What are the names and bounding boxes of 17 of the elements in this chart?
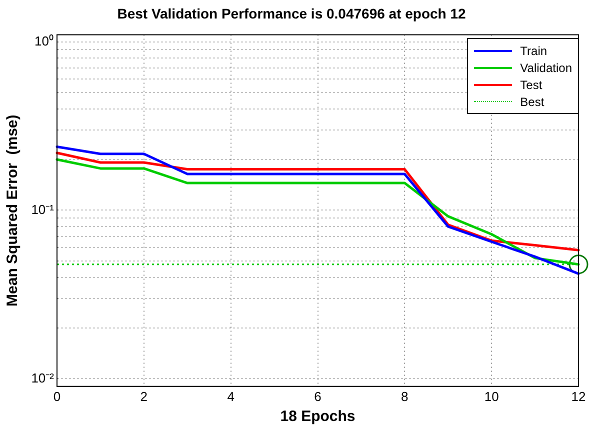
legend-label: Train xyxy=(520,44,548,58)
x-tick-label: 0 xyxy=(53,388,61,404)
y-tick-label: 10⁰ xyxy=(34,33,54,48)
x-tick-label: 6 xyxy=(314,388,322,404)
x-tick-label: 8 xyxy=(401,388,408,404)
y-tick-label: 10⁻² xyxy=(31,370,55,386)
x-tick-label: 10 xyxy=(484,388,499,404)
x-tick-label: 4 xyxy=(227,388,234,404)
x-tick-label: 12 xyxy=(571,388,586,404)
x-tick-label: 2 xyxy=(140,388,148,404)
legend-label: Best xyxy=(520,94,544,108)
legend-label: Test xyxy=(520,78,542,92)
chart-title: Best Validation Performance is 0.047696 at epoch 12 xyxy=(117,5,466,22)
x-axis-title: 18 Epochs xyxy=(280,408,356,426)
y-tick-label: 10⁻¹ xyxy=(31,202,55,217)
legend-label: Validation xyxy=(520,60,572,74)
y-axis-title: Mean Squared Error (mse) xyxy=(4,114,22,306)
